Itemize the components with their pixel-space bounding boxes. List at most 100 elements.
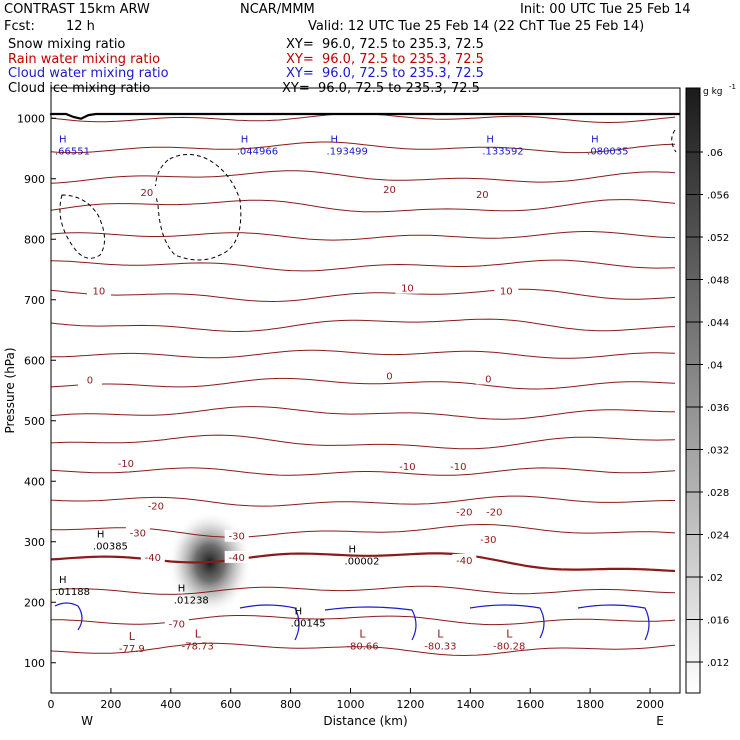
isotherm-label: 0 — [87, 376, 93, 387]
contour-label-bg — [476, 532, 501, 545]
isotherm-label: -10 — [399, 462, 415, 473]
colorbar-unit: g kg — [703, 87, 723, 97]
isotherm-line — [50, 585, 676, 595]
colorbar-tick-label: .04 — [707, 361, 723, 372]
isotherm-line — [50, 259, 676, 272]
x-tick-label: 600 — [220, 698, 241, 711]
maximum-value: .00145 — [291, 618, 326, 629]
x-tick-label: 2000 — [636, 698, 664, 711]
contour-label-bg — [482, 505, 507, 518]
isotherm-line — [50, 495, 675, 507]
cloud-ice-contour — [59, 194, 105, 259]
field-snow-xy: XY= 96.0, 72.5 to 235.3, 72.5 — [286, 37, 484, 52]
y-axis-label: Pressure (hPa) — [3, 347, 17, 433]
maximum-value: .193499 — [327, 147, 368, 158]
forecast-label: Fcst: — [4, 19, 35, 34]
colorbar-tick-label: .032 — [707, 446, 729, 457]
contour-label-bg — [377, 183, 402, 196]
isotherm-line — [50, 170, 676, 184]
isotherm-label: -10 — [450, 462, 466, 473]
colorbar-tick-label: .036 — [707, 403, 729, 414]
valid-time: Valid: 12 UTC Tue 25 Feb 14 (22 ChT Tue … — [308, 19, 645, 34]
isotherm-line — [50, 318, 676, 333]
maximum-marker: H — [59, 575, 67, 586]
contour-label-bg — [395, 281, 420, 294]
y-tick-label: 700 — [24, 294, 45, 307]
contour-label-bg — [140, 550, 165, 563]
x-tick-label: 1400 — [456, 698, 484, 711]
y-tick-label: 400 — [24, 475, 45, 488]
minimum-value: -80.66 — [346, 641, 378, 652]
colorbar-tick-label: .016 — [707, 616, 729, 627]
x-tick-label: 400 — [160, 698, 181, 711]
isotherm-label: 20 — [140, 188, 153, 199]
isotherm-label: 0 — [485, 374, 491, 385]
cloud-water-contour — [239, 604, 300, 641]
isotherm-line — [50, 141, 676, 154]
isotherm-line — [50, 642, 676, 657]
minimum-value: -78.73 — [182, 641, 214, 652]
contour-label-bg — [134, 186, 159, 199]
isotherm-label: -30 — [229, 532, 245, 543]
contour-label-bg — [77, 373, 102, 386]
maximum-value: .080035 — [587, 147, 628, 158]
contour-label-bg — [470, 187, 495, 200]
minimum-marker: L — [506, 627, 513, 640]
x-tick-label: 0 — [48, 698, 55, 711]
x-tick-label: 1600 — [516, 698, 544, 711]
x-tick-label: 800 — [280, 698, 301, 711]
contour-label-bg — [476, 372, 501, 385]
colorbar-tick-label: .052 — [707, 233, 729, 244]
maximum-marker: H — [591, 135, 599, 146]
isotherm-label: 20 — [476, 190, 489, 201]
isotherm-label: -10 — [118, 459, 134, 470]
ground-surface-line — [49, 112, 680, 120]
isotherm-label: -30 — [130, 529, 146, 540]
isotherm-label: -40 — [456, 556, 472, 567]
isotherm-line — [51, 349, 676, 359]
maximum-value: .00002 — [345, 557, 380, 568]
model-title: CONTRAST 15km ARW — [4, 2, 150, 17]
contour-label-bg — [452, 553, 477, 566]
x-tick-label: 1200 — [396, 698, 424, 711]
maximum-value: .01188 — [55, 587, 90, 598]
isotherm-label: -20 — [148, 501, 164, 512]
isotherm-line — [50, 434, 676, 450]
isotherm-label: 10 — [401, 284, 414, 295]
contour-label-bg — [452, 505, 477, 518]
y-tick-label: 800 — [24, 233, 45, 246]
minimum-marker: L — [359, 627, 366, 640]
forecast-hours: 12 h — [66, 19, 95, 34]
colorbar-tick-label: .06 — [707, 148, 723, 159]
maximum-value: .044966 — [237, 147, 278, 158]
minimum-value: -80.33 — [424, 641, 456, 652]
isotherm-label: -40 — [145, 553, 161, 564]
isotherm-label: -30 — [480, 535, 496, 546]
isotherm-label: -70 — [169, 619, 185, 630]
colorbar-tick-label: .048 — [707, 276, 729, 287]
isotherm-label: -20 — [456, 508, 472, 519]
isotherm-line — [50, 288, 676, 303]
cloud-water-contour — [577, 604, 650, 641]
field-rain-name: Rain water mixing ratio — [8, 52, 161, 67]
cloud-water-contour — [469, 604, 545, 639]
isotherm-label: 20 — [383, 185, 396, 196]
maximum-value: .00385 — [93, 542, 128, 553]
contour-label-bg — [125, 526, 150, 539]
plot-frame — [50, 87, 681, 694]
maximum-value: .66551 — [55, 147, 90, 158]
field-cloudwater-xy: XY= 96.0, 72.5 to 235.3, 72.5 — [286, 66, 484, 81]
colorbar-tick-label: .012 — [707, 658, 729, 669]
contour-label-bg — [113, 457, 138, 470]
contour-label-bg — [143, 499, 168, 512]
isotherm-line — [50, 377, 676, 390]
colorbar-tick-label: .028 — [707, 488, 729, 499]
x-tick-label: 1800 — [576, 698, 604, 711]
isotherm-line — [51, 615, 676, 626]
x-end-label-west: W — [81, 714, 93, 728]
maximum-marker: H — [97, 530, 105, 541]
y-tick-label: 100 — [24, 657, 45, 670]
colorbar-tick-label: .024 — [707, 531, 729, 542]
y-tick-label: 500 — [24, 415, 45, 428]
